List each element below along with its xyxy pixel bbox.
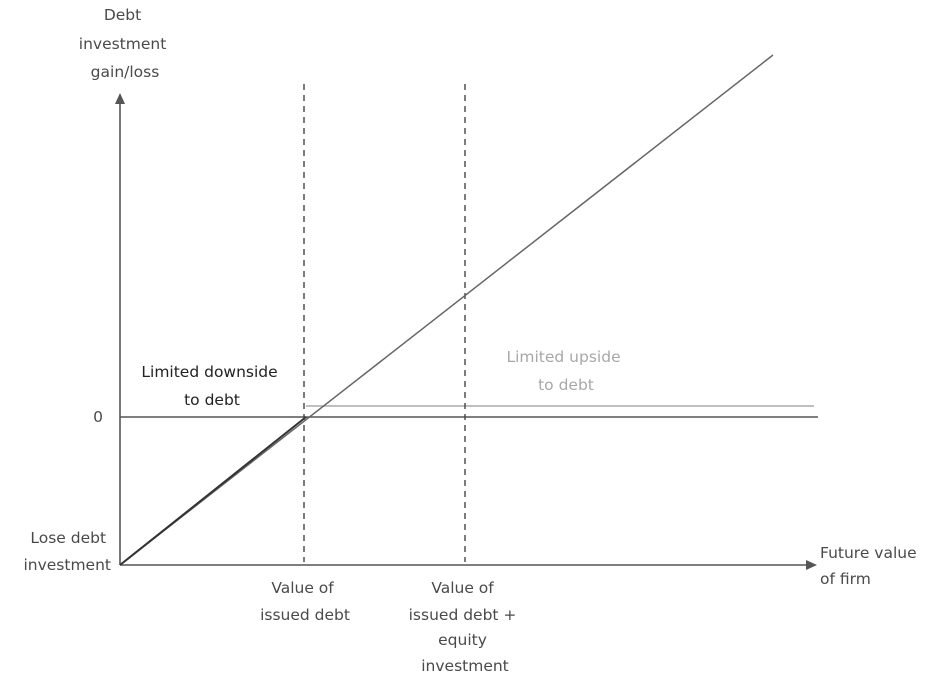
limited-downside-annotation: Limited downside to debt: [141, 363, 282, 409]
zero-label: 0: [93, 408, 103, 426]
origin-label: Lose debt investment: [23, 529, 111, 574]
x-axis-label: Future value of firm: [820, 544, 922, 588]
limited-upside-annotation: Limited upside to debt: [506, 348, 625, 394]
issued-debt-plus-equity-label: Value of issued debt + equity investment: [409, 579, 522, 675]
issued-debt-label: Value of issued debt: [260, 579, 350, 624]
y-axis-label: Debt investment gain/loss: [79, 6, 171, 81]
firm-value-diagonal-line: [119, 54, 774, 566]
downside-segment: [119, 416, 307, 566]
